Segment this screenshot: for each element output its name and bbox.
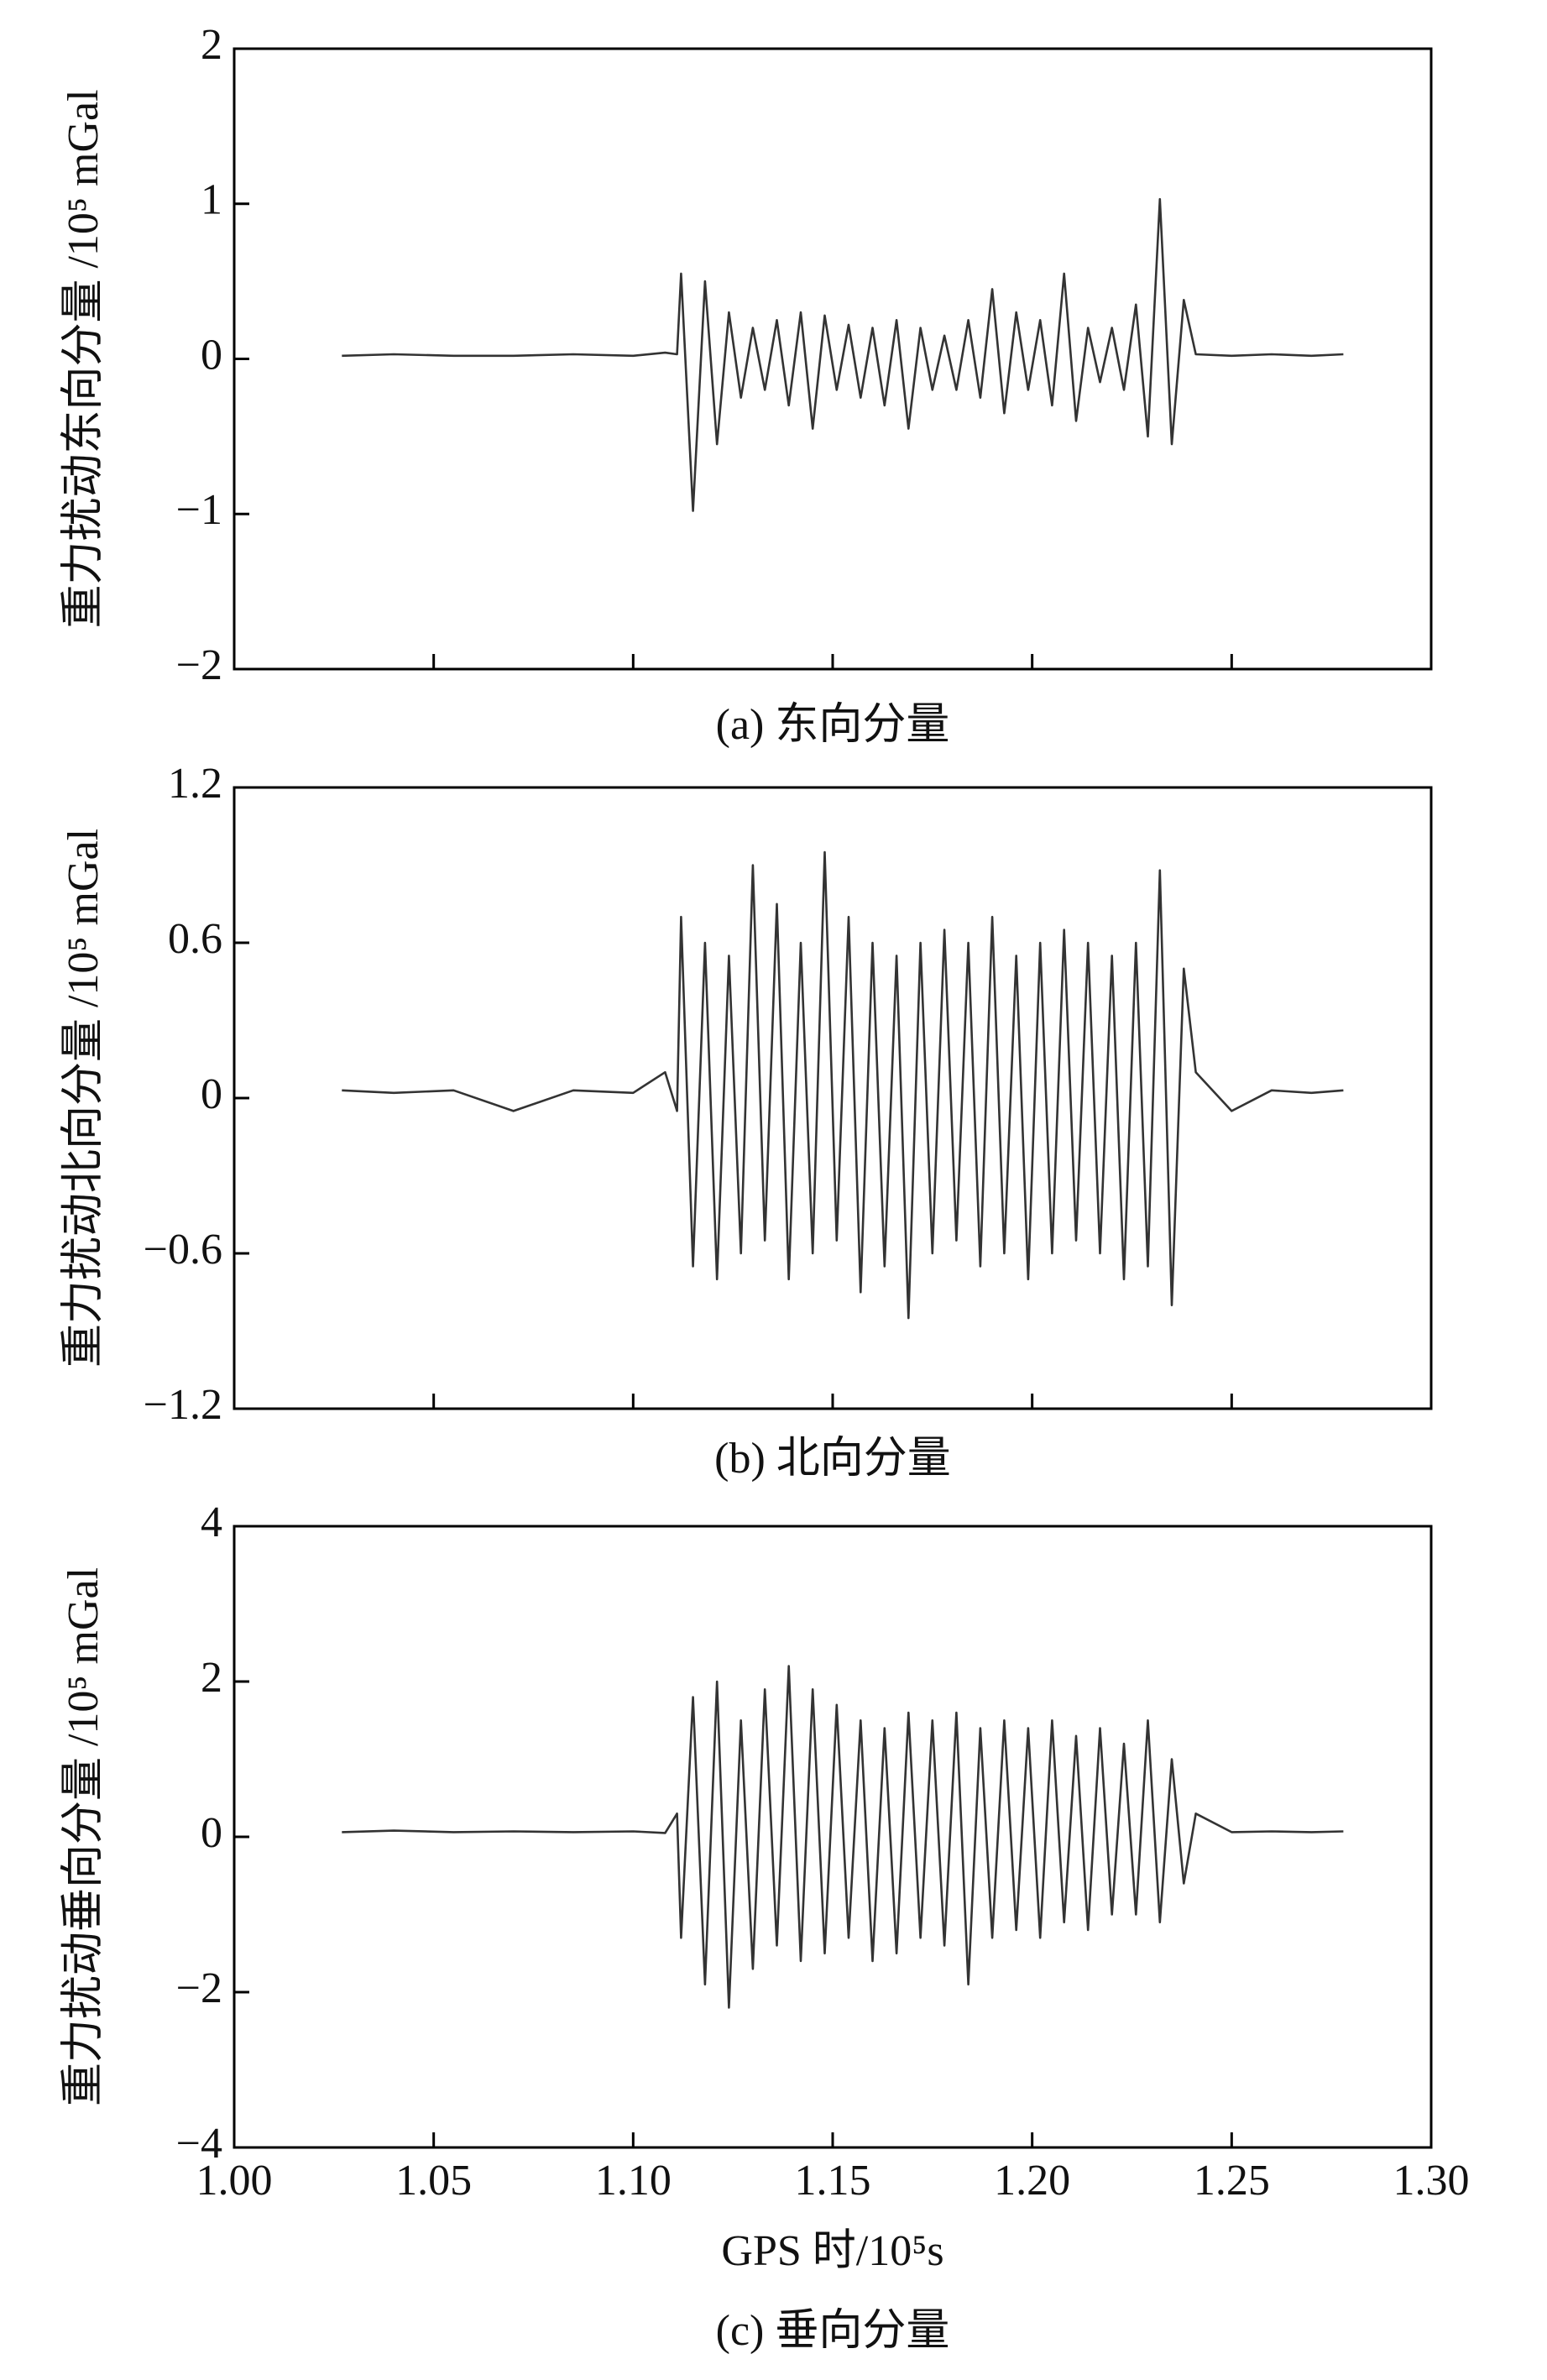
- y-tick-label: 2: [201, 21, 222, 69]
- caption: (a) 东向分量: [716, 701, 950, 749]
- signal-line: [342, 1665, 1344, 2009]
- y-axis-label: 重力扰动东向分量 /10⁵ mGal: [60, 89, 107, 628]
- x-tick-label: 1.00: [196, 2157, 273, 2205]
- y-tick-label: −1: [176, 486, 222, 534]
- y-tick-label: 0.6: [168, 915, 222, 963]
- y-tick-label: −1.2: [144, 1381, 222, 1429]
- plot-frame: [233, 786, 1433, 1410]
- y-tick-label: −2: [176, 1964, 222, 2012]
- x-tick-label: 1.30: [1393, 2157, 1470, 2205]
- x-tick-label: 1.10: [595, 2157, 672, 2205]
- caption: (b) 北向分量: [714, 1435, 951, 1483]
- x-axis-label: GPS 时/10⁵s: [721, 2227, 943, 2275]
- y-tick-label: 1: [201, 176, 222, 224]
- y-tick-label: −4: [176, 2120, 222, 2168]
- y-tick-label: −0.6: [144, 1226, 222, 1274]
- x-tick-label: 1.20: [994, 2157, 1070, 2205]
- x-tick-label: 1.25: [1194, 2157, 1270, 2205]
- x-tick-label: 1.05: [395, 2157, 472, 2205]
- caption: (c) 垂向分量: [716, 2307, 950, 2355]
- y-tick-label: 4: [201, 1499, 222, 1546]
- y-tick-label: 0: [201, 1070, 222, 1118]
- x-tick-label: 1.15: [795, 2157, 871, 2205]
- y-tick-label: 1.2: [168, 760, 222, 808]
- y-axis-label: 重力扰动北向分量 /10⁵ mGal: [60, 829, 107, 1368]
- signal-line: [342, 197, 1344, 512]
- y-tick-label: −2: [176, 641, 222, 689]
- y-axis-label: 重力扰动垂向分量 /10⁵ mGal: [60, 1567, 107, 2106]
- plot-frame: [233, 1525, 1433, 2149]
- signal-line: [342, 850, 1344, 1320]
- y-tick-label: 0: [201, 1809, 222, 1857]
- y-tick-label: 0: [201, 331, 222, 379]
- plot-frame: [233, 47, 1433, 671]
- y-tick-label: 2: [201, 1654, 222, 1702]
